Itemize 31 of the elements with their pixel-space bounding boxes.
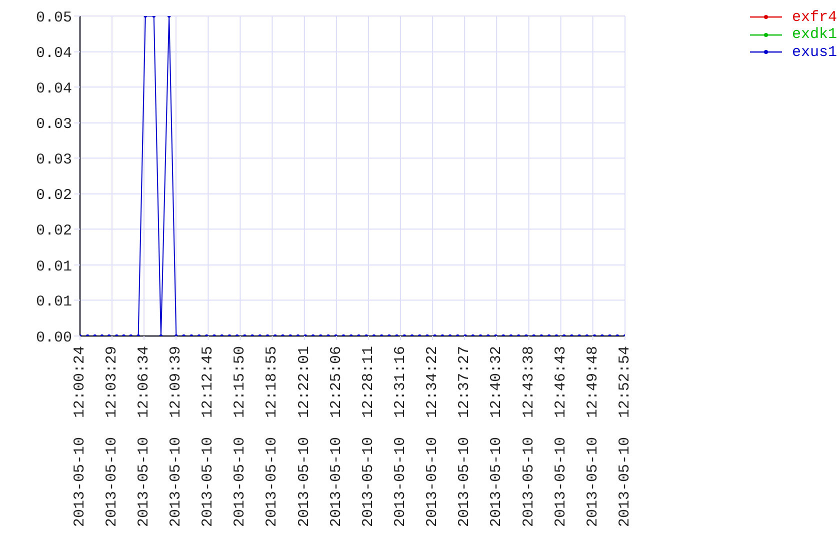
y-tick-label: 0.03	[36, 151, 72, 168]
x-tick-label: 2013-05-10 12:31:16	[392, 346, 409, 528]
x-tick-label: 2013-05-10 12:43:38	[520, 346, 538, 528]
x-tick-label: 2013-05-10 12:09:39	[168, 346, 185, 528]
x-tick-label: 2013-05-10 12:46:43	[552, 346, 570, 528]
y-tick-label: 0.04	[36, 80, 72, 98]
legend-label: exus1	[792, 44, 838, 61]
x-tick-label: 2013-05-10 12:12:45	[200, 346, 217, 528]
y-tick-label: 0.01	[36, 258, 72, 276]
x-tick-label: 2013-05-10 12:18:55	[264, 346, 281, 528]
x-tick-label: 2013-05-10 12:34:22	[424, 346, 442, 528]
x-tick-label: 2013-05-10 12:49:48	[584, 346, 602, 528]
legend-label: exdk1	[792, 26, 838, 44]
x-tick-label: 2013-05-10 12:25:06	[328, 346, 345, 528]
x-tick-label: 2013-05-10 12:00:24	[72, 346, 88, 528]
x-tick-label: 2013-05-10 12:15:50	[232, 346, 249, 528]
y-tick-label: 0.00	[36, 329, 72, 346]
y-tick-label: 0.02	[36, 187, 72, 204]
x-tick-label: 2013-05-10 12:22:01	[296, 346, 313, 528]
x-tick-label: 2013-05-10 12:03:29	[104, 346, 121, 528]
x-tick-label: 2013-05-10 12:52:54	[616, 346, 634, 528]
y-tick-label: 0.01	[36, 293, 72, 310]
y-tick-label: 0.05	[36, 9, 72, 26]
x-tick-label: 2013-05-10 12:37:27	[456, 346, 474, 528]
y-tick-label: 0.04	[36, 45, 72, 62]
y-tick-label: 0.02	[36, 222, 72, 240]
y-tick-label: 0.03	[36, 116, 72, 134]
x-tick-label: 2013-05-10 12:28:11	[360, 346, 377, 528]
legend-label: exfr4	[792, 8, 838, 26]
x-tick-label: 2013-05-10 12:40:32	[488, 346, 506, 528]
x-tick-label: 2013-05-10 12:06:34	[136, 346, 153, 528]
